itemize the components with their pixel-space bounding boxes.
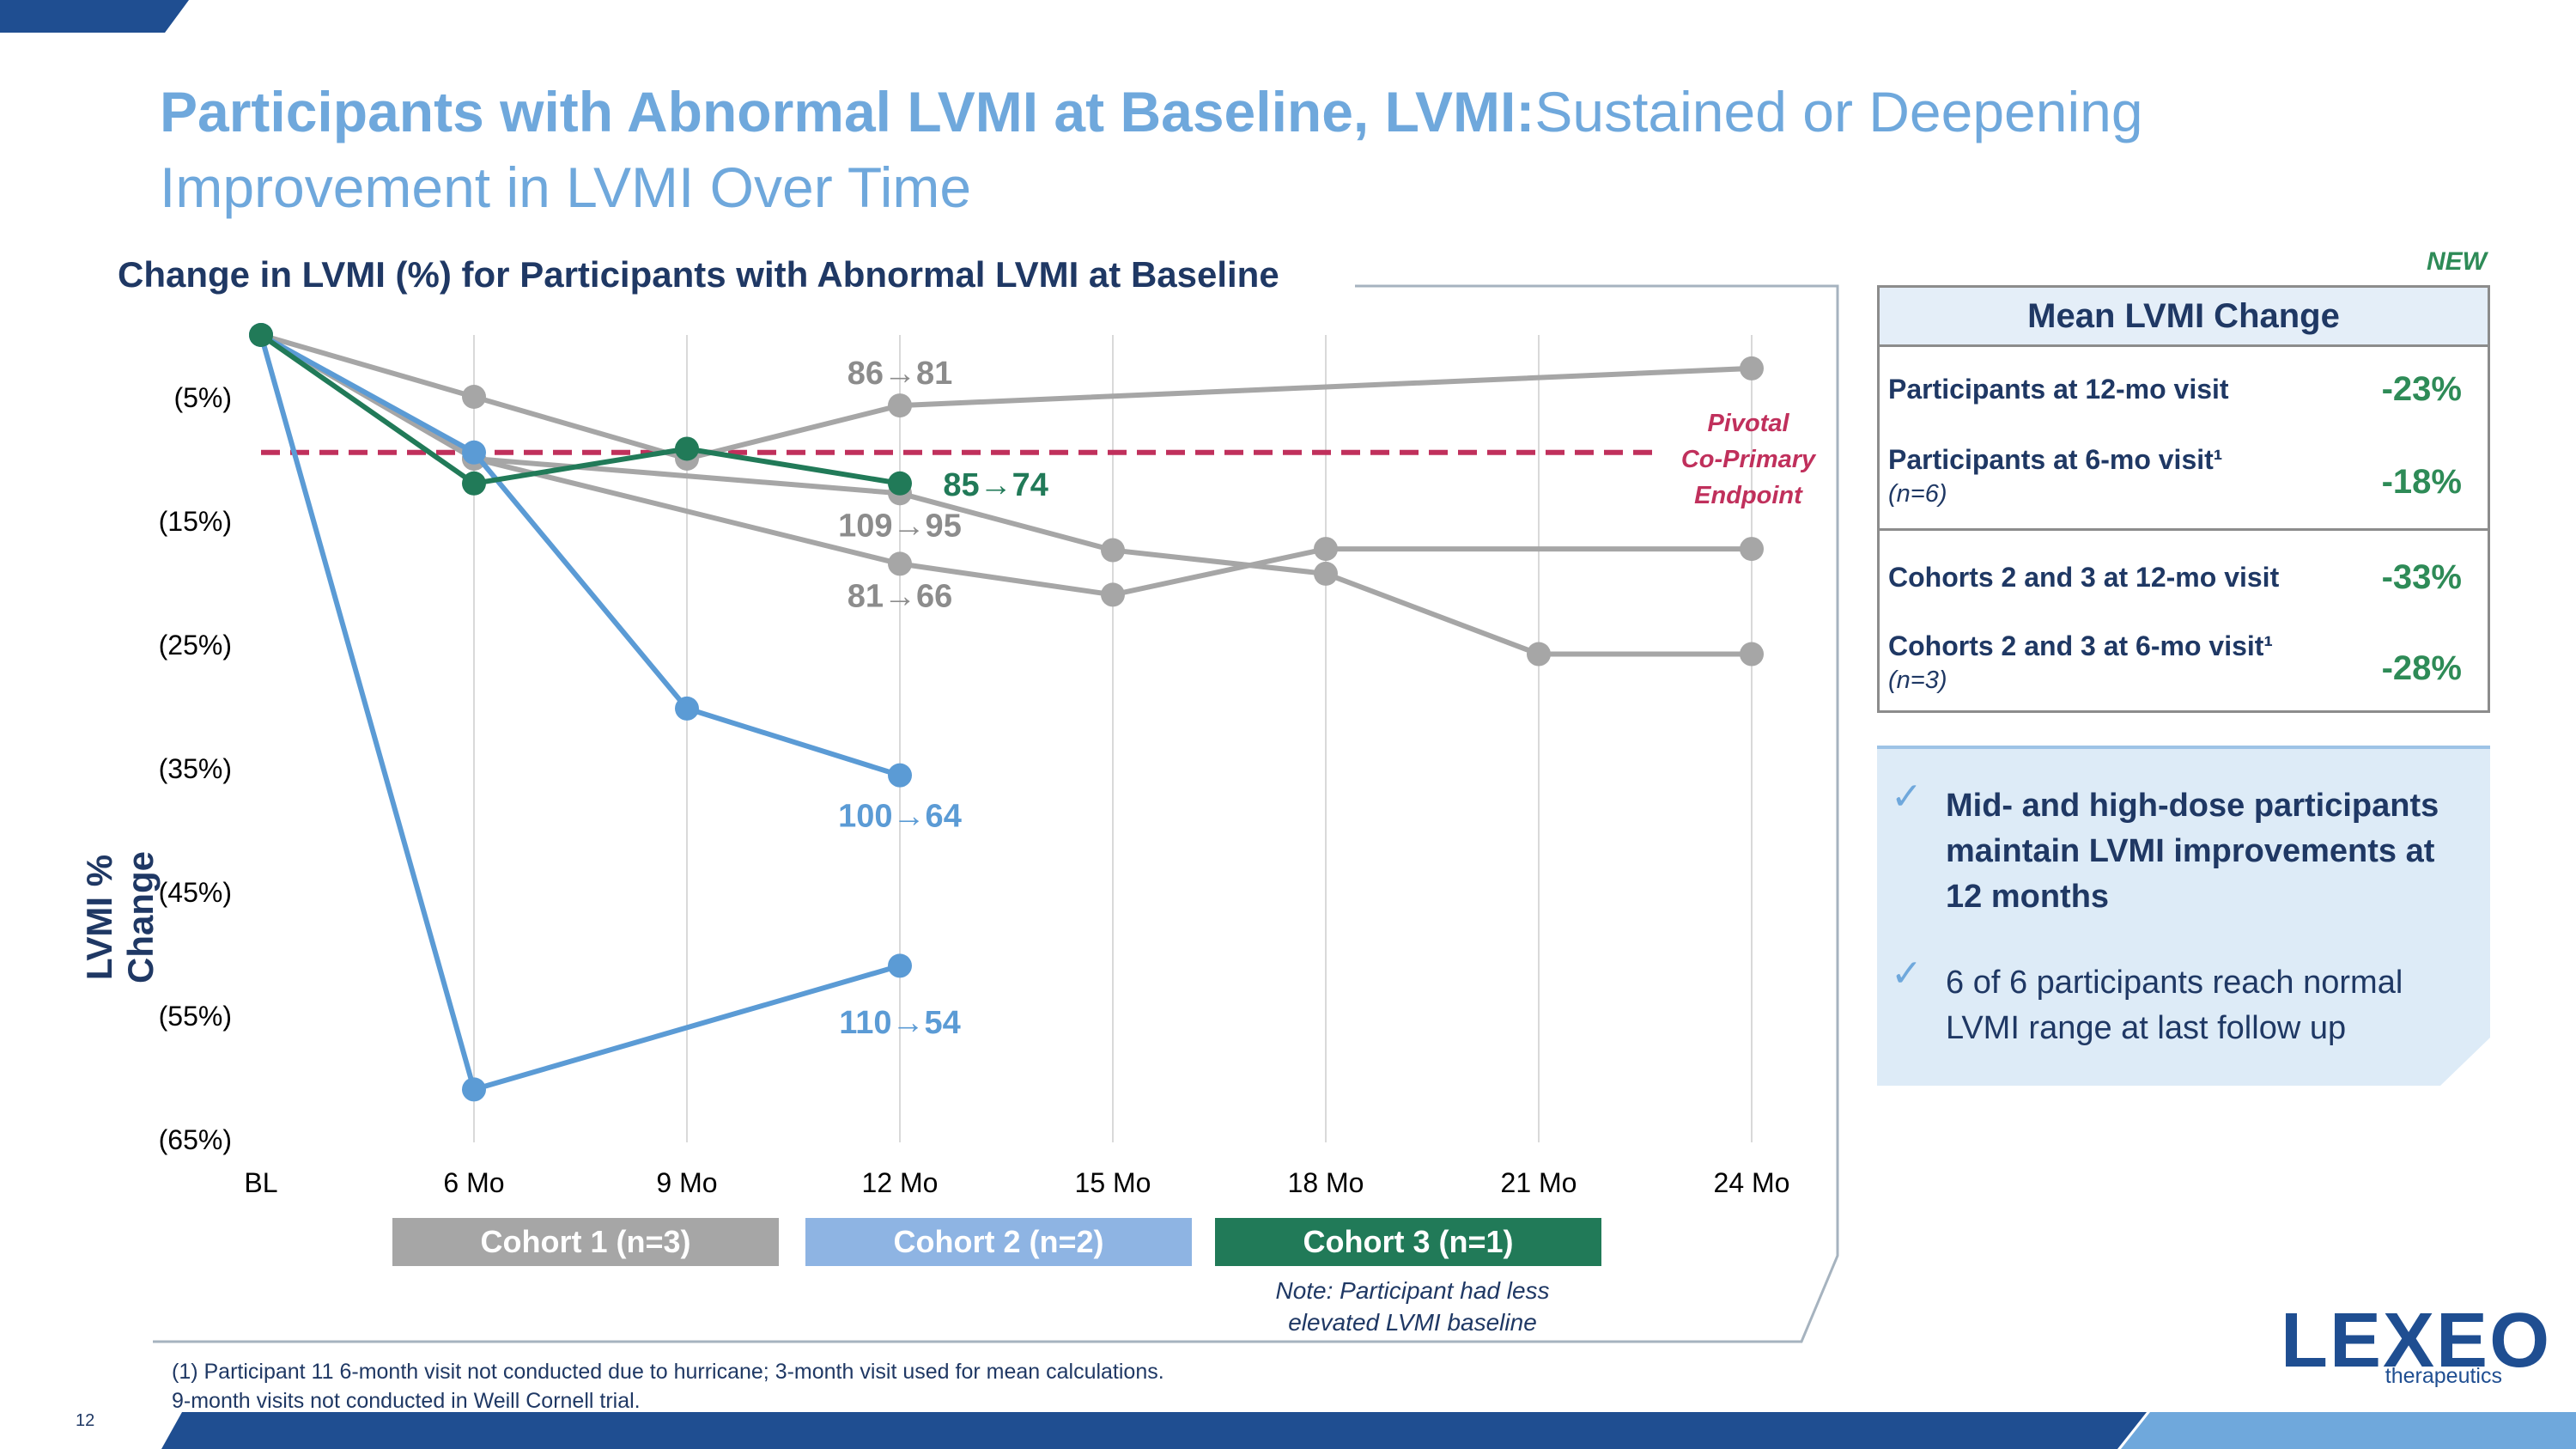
title-light-part: Sustained or Deepening Improvement in LV…: [160, 80, 2143, 219]
series-layer: [249, 323, 1764, 1102]
mean-table-header: Mean LVMI Change: [1880, 288, 2488, 347]
series-value-label: 85→74: [943, 467, 1048, 503]
x-tick-label: 6 Mo: [443, 1167, 504, 1198]
series-value-label: 109→95: [838, 508, 962, 544]
mean-row-value: -33%: [2381, 558, 2462, 596]
y-tick-label: (45%): [159, 877, 232, 908]
series-value-label: 81→66: [848, 578, 953, 614]
series-value-label: 86→81: [848, 356, 953, 392]
threshold-label: Pivotal: [1707, 410, 1789, 437]
data-point-cohort-1: [1314, 561, 1338, 586]
mean-table-row: Participants at 6-mo visit¹ (n=6) -18%: [1880, 435, 2488, 528]
mean-lvmi-change-table: Mean LVMI Change Participants at 12-mo v…: [1877, 285, 2490, 713]
data-point-cohort-1: [1101, 582, 1125, 607]
data-point-cohort-1: [1314, 537, 1338, 562]
series-line-cohort-1: [259, 332, 1752, 598]
data-point-cohort-3: [462, 471, 486, 496]
data-point-cohort-3: [888, 471, 912, 496]
x-tick-label: 15 Mo: [1075, 1167, 1151, 1198]
data-point-cohort-1: [888, 551, 912, 576]
cohort-3-note: Note: Participant had less elevated LVMI…: [1219, 1275, 1606, 1338]
x-tick-label: 18 Mo: [1288, 1167, 1364, 1198]
cohort-note-line-2: elevated LVMI baseline: [1288, 1309, 1537, 1336]
data-point-cohort-1: [1527, 642, 1551, 667]
cohort-note-line-1: Note: Participant had less: [1275, 1277, 1550, 1304]
series-line-cohort-2: [259, 332, 901, 778]
mean-table-row: Participants at 12-mo visit -23%: [1880, 344, 2488, 435]
mean-table-row: Cohorts 2 and 3 at 6-mo visit¹ (n=3) -28…: [1880, 620, 2488, 710]
chart-frame-border: [153, 284, 1839, 1343]
y-axis-label: LVMI % Change: [79, 851, 161, 984]
mean-row-value: -23%: [2381, 370, 2462, 408]
takeaways-background: [1877, 746, 2490, 1086]
mean-row-value: -28%: [2381, 649, 2462, 687]
footnote-line-1: (1) Participant 11 6-month visit not con…: [172, 1360, 1164, 1384]
chart-frame: [153, 284, 1839, 1343]
y-tick-label: (15%): [159, 506, 232, 537]
mean-table-row: Cohorts 2 and 3 at 12-mo visit -33%: [1880, 531, 2488, 620]
threshold-label: Co-Primary: [1681, 446, 1817, 473]
data-point-cohort-3: [675, 436, 699, 461]
logo-wordmark: LEXEO: [2281, 1298, 2552, 1384]
series-value-label: 100→64: [838, 799, 962, 835]
data-point-cohort-1: [1740, 356, 1764, 381]
data-point-cohort-1: [1740, 642, 1764, 667]
x-tick-label: BL: [244, 1167, 277, 1198]
mean-table-divider: [1880, 528, 2488, 531]
y-tick-label: (25%): [159, 630, 232, 661]
takeaway-item: Mid- and high-dose participants maintain…: [1946, 788, 2439, 915]
checkmark-icon: ✓: [1891, 953, 1923, 995]
y-tick-label: (5%): [173, 382, 232, 413]
mean-row-value: -18%: [2381, 463, 2462, 501]
lexeo-logo: LEXEO therapeutics: [2275, 1297, 2549, 1388]
takeaway-item: 6 of 6 participants reach normal LVMI ra…: [1946, 965, 2403, 1046]
x-tick-label: 21 Mo: [1501, 1167, 1577, 1198]
x-tick-label: 12 Mo: [862, 1167, 939, 1198]
key-takeaways-box: ✓ Mid- and high-dose participants mainta…: [1877, 746, 2490, 1086]
mean-row-sub: (n=6): [1888, 480, 1947, 508]
data-point-cohort-2: [462, 440, 486, 465]
data-point-cohort-3: [249, 323, 273, 347]
mean-row-label: Participants at 12-mo visit: [1888, 374, 2229, 405]
logo-subtitle: therapeutics: [2385, 1364, 2502, 1388]
cohort-1-legend: Cohort 1 (n=3): [392, 1218, 779, 1266]
chart-labels-layer: (5%) (15%) (25%) (35%) (45%) (55%) (65%) BL 6 Mo…: [159, 356, 1790, 1198]
footnote-line-2: 9-month visits not conducted in Weill Co…: [172, 1389, 641, 1413]
data-point-cohort-2: [462, 1077, 486, 1102]
cohort-3-legend: Cohort 3 (n=1): [1215, 1218, 1601, 1266]
data-point-cohort-1: [1101, 538, 1125, 563]
mean-row-label: Cohorts 2 and 3 at 12-mo visit: [1888, 562, 2280, 593]
series-line-cohort-3: [259, 332, 901, 486]
data-point-cohort-1: [888, 393, 912, 418]
x-tick-label: 24 Mo: [1714, 1167, 1790, 1198]
page-number: 12: [76, 1411, 95, 1430]
title-bold-part: Participants with Abnormal LVMI at Basel…: [160, 80, 1535, 143]
mean-row-sub: (n=3): [1888, 667, 1947, 694]
threshold-label: Endpoint: [1694, 482, 1803, 509]
threshold-layer: Pivotal Co-Primary Endpoint: [261, 410, 1817, 509]
y-tick-label: (65%): [159, 1124, 232, 1155]
mean-row-label: Cohorts 2 and 3 at 6-mo visit¹: [1888, 630, 2274, 661]
bottom-accent-bar: [161, 1412, 2576, 1449]
y-tick-label: (55%): [159, 1001, 232, 1032]
mean-row-label: Participants at 6-mo visit¹: [1888, 444, 2223, 475]
data-point-cohort-2: [888, 953, 912, 978]
new-badge: NEW: [2427, 247, 2487, 276]
data-point-cohort-2: [888, 763, 912, 788]
data-point-cohort-1: [1740, 537, 1764, 562]
cohort-2-legend: Cohort 2 (n=2): [805, 1218, 1192, 1266]
x-tick-label: 9 Mo: [656, 1167, 717, 1198]
chart-gridlines: [473, 335, 1753, 1142]
series-line-cohort-2: [258, 334, 901, 1093]
chart-title: Change in LVMI (%) for Participants with…: [118, 254, 1279, 295]
page-title: Participants with Abnormal LVMI at Basel…: [160, 74, 2392, 225]
data-point-cohort-2: [675, 696, 699, 721]
y-tick-label: (35%): [159, 753, 232, 784]
checkmark-icon: ✓: [1891, 776, 1923, 818]
data-point-cohort-1: [462, 385, 486, 409]
top-accent-bar: [0, 0, 189, 33]
series-value-label: 110→54: [839, 1005, 961, 1041]
footnote: (1) Participant 11 6-month visit not con…: [172, 1357, 1164, 1416]
